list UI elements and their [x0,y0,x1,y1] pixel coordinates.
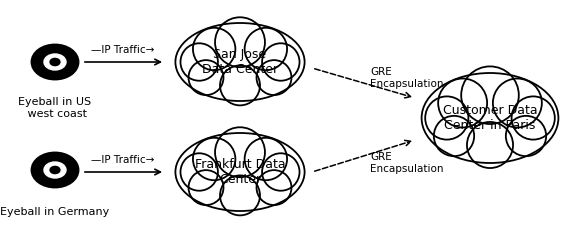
Ellipse shape [50,166,60,174]
Circle shape [256,170,292,205]
Circle shape [220,175,260,215]
Circle shape [180,43,218,81]
Ellipse shape [33,154,77,186]
Circle shape [493,78,542,128]
Text: San Jose
Data Center: San Jose Data Center [202,48,278,76]
Circle shape [215,127,265,177]
Circle shape [467,122,513,168]
Circle shape [506,116,546,156]
Circle shape [193,138,235,180]
Circle shape [434,116,474,156]
Ellipse shape [33,46,77,78]
Circle shape [180,153,218,191]
Text: —IP Traffic→: —IP Traffic→ [91,45,155,55]
Circle shape [512,96,555,140]
Ellipse shape [172,15,308,109]
Circle shape [193,28,235,70]
Ellipse shape [44,54,66,70]
Text: Eyeball in Germany: Eyeball in Germany [1,207,110,217]
Circle shape [461,66,519,124]
Circle shape [425,96,469,140]
Ellipse shape [418,64,562,172]
Circle shape [215,17,265,67]
Ellipse shape [50,58,60,66]
Text: Customer Data
Center in Paris: Customer Data Center in Paris [443,104,537,132]
Text: Frankfurt Data
Center: Frankfurt Data Center [195,158,285,186]
Circle shape [220,65,260,105]
Circle shape [245,28,287,70]
Circle shape [438,78,487,128]
Ellipse shape [35,47,75,77]
Circle shape [188,60,223,95]
Circle shape [262,43,299,81]
Circle shape [256,60,292,95]
Text: GRE
Encapsulation: GRE Encapsulation [370,67,444,89]
Ellipse shape [172,125,308,219]
Circle shape [262,153,299,191]
Text: —IP Traffic→: —IP Traffic→ [91,155,155,165]
Ellipse shape [44,162,66,178]
Ellipse shape [35,155,75,185]
Circle shape [188,170,223,205]
Text: Eyeball in US
 west coast: Eyeball in US west coast [19,97,92,119]
Text: GRE
Encapsulation: GRE Encapsulation [370,152,444,174]
Circle shape [245,138,287,180]
